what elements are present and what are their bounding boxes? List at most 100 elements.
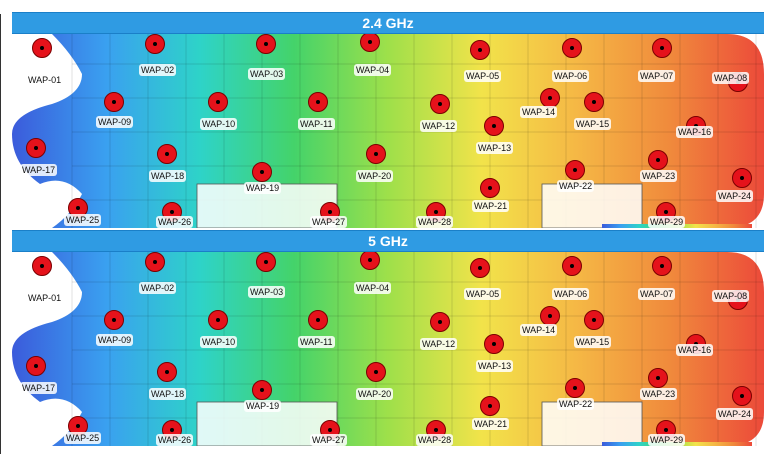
access-point-label: WAP-17	[20, 164, 58, 176]
access-point-icon[interactable]	[430, 312, 450, 332]
access-point-label: WAP-15	[574, 118, 612, 130]
access-point-label: WAP-09	[96, 334, 134, 346]
access-point-label: WAP-20	[356, 388, 394, 400]
access-point-icon[interactable]	[652, 38, 672, 58]
access-point-label: WAP-07	[638, 70, 676, 82]
access-point-label: WAP-02	[139, 64, 177, 76]
access-point-label: WAP-28	[416, 434, 454, 446]
access-point-label: WAP-08	[712, 72, 750, 84]
access-point-label: WAP-04	[354, 64, 392, 76]
access-point-label: WAP-10	[200, 336, 238, 348]
access-point-label: WAP-24	[716, 190, 754, 202]
access-point-label: WAP-26	[156, 216, 194, 228]
access-point-label: WAP-18	[149, 170, 187, 182]
access-point-label: WAP-21	[472, 200, 510, 212]
access-point-icon[interactable]	[256, 252, 276, 272]
access-point-icon[interactable]	[32, 38, 52, 58]
access-point-icon[interactable]	[360, 252, 380, 270]
access-point-icon[interactable]	[540, 88, 560, 108]
access-point-icon[interactable]	[584, 92, 604, 112]
access-point-label: WAP-13	[476, 360, 514, 372]
access-point-label: WAP-03	[248, 68, 286, 80]
access-point-icon[interactable]	[470, 40, 490, 60]
access-point-icon[interactable]	[430, 94, 450, 114]
access-point-label: WAP-07	[638, 288, 676, 300]
access-point-icon[interactable]	[145, 252, 165, 272]
access-point-label: WAP-19	[244, 400, 282, 412]
access-point-label: WAP-19	[244, 182, 282, 194]
access-point-label: WAP-11	[298, 118, 335, 130]
access-point-icon[interactable]	[652, 256, 672, 276]
access-point-label: WAP-12	[420, 338, 458, 350]
access-point-label: WAP-08	[712, 290, 750, 302]
access-point-label: WAP-20	[356, 170, 394, 182]
access-point-label: WAP-28	[416, 216, 454, 228]
access-point-icon[interactable]	[565, 378, 585, 398]
access-point-icon[interactable]	[208, 92, 228, 112]
access-point-label: WAP-15	[574, 336, 612, 348]
access-point-icon[interactable]	[157, 362, 177, 382]
access-point-icon[interactable]	[145, 34, 165, 54]
access-point-icon[interactable]	[648, 150, 668, 170]
access-point-label: WAP-14	[520, 106, 558, 118]
access-point-icon[interactable]	[562, 256, 582, 276]
access-point-label: WAP-01	[26, 74, 64, 86]
access-point-label: WAP-02	[139, 282, 177, 294]
access-point-label: WAP-27	[310, 216, 348, 228]
access-point-label: WAP-23	[640, 170, 678, 182]
access-point-icon[interactable]	[32, 256, 52, 276]
access-point-label: WAP-26	[156, 434, 194, 446]
access-point-icon[interactable]	[484, 116, 504, 136]
access-point-icon[interactable]	[565, 160, 585, 180]
access-point-icon[interactable]	[732, 386, 752, 406]
access-point-icon[interactable]	[470, 258, 490, 278]
access-point-icon[interactable]	[252, 162, 272, 182]
access-point-icon[interactable]	[540, 306, 560, 326]
panel-2-4ghz: 2.4 GHz WAP-01 WAP-02 WAP-03 WAP-04 WAP-05 WA…	[12, 12, 764, 228]
access-point-icon[interactable]	[584, 310, 604, 330]
access-point-label: WAP-18	[149, 388, 187, 400]
access-point-label: WAP-05	[464, 70, 502, 82]
access-point-label: WAP-06	[552, 288, 590, 300]
access-point-icon[interactable]	[252, 380, 272, 400]
access-point-label: WAP-13	[476, 142, 514, 154]
access-point-label: WAP-03	[248, 286, 286, 298]
access-point-label: WAP-29	[648, 434, 686, 446]
access-point-icon[interactable]	[484, 334, 504, 354]
access-point-label: WAP-04	[354, 282, 392, 294]
access-point-icon[interactable]	[366, 144, 386, 164]
access-point-icon[interactable]	[360, 34, 380, 52]
access-point-icon[interactable]	[208, 310, 228, 330]
access-point-icon[interactable]	[104, 310, 124, 330]
access-point-icon[interactable]	[366, 362, 386, 382]
access-point-label: WAP-11	[298, 336, 335, 348]
access-point-icon[interactable]	[732, 168, 752, 188]
access-point-label: WAP-25	[64, 432, 102, 444]
heatmap-2-4ghz: WAP-01 WAP-02 WAP-03 WAP-04 WAP-05 WAP-06 WAP-…	[12, 34, 764, 228]
access-point-icon[interactable]	[157, 144, 177, 164]
panel-5ghz: 5 GHz WAP-01 WAP-02 WAP-03 WAP-04 WAP-05 WAP-…	[12, 230, 764, 446]
access-point-icon[interactable]	[480, 396, 500, 416]
access-point-icon[interactable]	[26, 356, 46, 376]
access-point-label: WAP-24	[716, 408, 754, 420]
access-point-label: WAP-10	[200, 118, 238, 130]
heatmap-5ghz: WAP-01 WAP-02 WAP-03 WAP-04 WAP-05 WAP-06 WAP-…	[12, 252, 764, 446]
access-point-icon[interactable]	[308, 310, 328, 330]
access-point-label: WAP-29	[648, 216, 686, 228]
access-point-icon[interactable]	[562, 38, 582, 58]
access-point-icon[interactable]	[308, 92, 328, 112]
access-point-icon[interactable]	[26, 138, 46, 158]
access-point-label: WAP-06	[552, 70, 590, 82]
access-point-label: WAP-22	[557, 398, 595, 410]
access-point-label: WAP-23	[640, 388, 678, 400]
access-point-icon[interactable]	[648, 368, 668, 388]
access-point-label: WAP-16	[676, 344, 714, 356]
access-point-icon[interactable]	[480, 178, 500, 198]
access-point-label: WAP-16	[676, 126, 714, 138]
access-point-label: WAP-05	[464, 288, 502, 300]
access-point-label: WAP-21	[472, 418, 510, 430]
access-point-icon[interactable]	[104, 92, 124, 112]
access-point-label: WAP-12	[420, 120, 458, 132]
access-point-icon[interactable]	[256, 34, 276, 54]
access-point-label: WAP-22	[557, 180, 595, 192]
